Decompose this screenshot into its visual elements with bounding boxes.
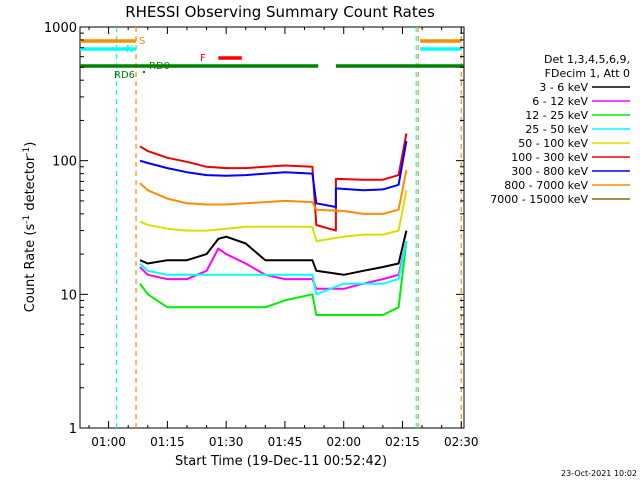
legend-entry-label: 50 - 100 keV [518,137,588,150]
y-axis-label-sup2: -1 [22,147,32,156]
series-lines [139,133,408,316]
rd6-marker [143,71,145,73]
x-tick-label: 01:15 [150,435,185,449]
series-line-3 [139,240,408,296]
legend-entry-label: 12 - 25 keV [525,109,588,122]
night-boundary-lines [115,27,462,428]
flag-label-rd6: RD6 [114,70,135,81]
y-axis-label: Count Rate (s-1 detector-1) [22,142,38,313]
y-axis-label-main: Count Rate (s [23,224,38,313]
x-tick-label: 02:30 [444,435,479,449]
series-line-4 [139,190,408,243]
x-tick-label: 01:00 [91,435,126,449]
series-line-2 [139,240,408,316]
series-line-5 [139,133,408,232]
x-axis-ticks: 01:00 01:15 01:30 01:45 02:00 02:15 02:30 [88,27,479,449]
y-tick-label: 1 [69,422,77,437]
series-line-0 [139,230,408,276]
flag-label-n: N [126,44,133,55]
x-tick-label: 02:15 [385,435,420,449]
x-tick-label: 02:00 [326,435,361,449]
plot-area-frame [79,26,465,429]
y-axis-label-mid: detector [23,155,38,215]
y-tick-label: 1000 [44,21,77,36]
date-stamp: 23-Oct-2021 10:02 [561,469,637,478]
chart-title: RHESSI Observing Summary Count Rates [125,3,435,21]
flag-label-f: F [200,53,206,64]
flag-label-s: S [139,36,145,47]
y-tick-label: 10 [60,288,77,303]
x-tick-label: 01:45 [268,435,303,449]
flag-bars [80,39,464,68]
legend-entry-label: 100 - 300 keV [511,151,588,164]
legend-entry-label: 25 - 50 keV [525,123,588,136]
flag-label-rd0: RD0 [149,61,170,72]
series-line-7 [139,169,408,215]
legend-entry-label: 800 - 7000 keV [504,179,588,192]
y-axis-label-end: ) [23,142,38,147]
legend-header-1: Det 1,3,4,5,6,9, [544,53,630,66]
legend-entry-label: 3 - 6 keV [539,81,588,94]
legend-entry-label: 300 - 800 keV [511,165,588,178]
legend-header-2: FDecim 1, Att 0 [545,67,630,80]
y-axis-ticks: 1 10 100 1000 [44,21,464,437]
legend: Det 1,3,4,5,6,9, FDecim 1, Att 0 3 - 6 k… [490,53,630,206]
legend-entry-label: 6 - 12 keV [532,95,588,108]
series-line-6 [139,140,408,208]
x-tick-label: 01:30 [209,435,244,449]
y-tick-label: 100 [52,155,77,170]
y-axis-label-sup1: -1 [22,215,32,224]
legend-entry-label: 7000 - 15000 keV [490,193,588,206]
x-axis-label: Start Time (19-Dec-11 00:52:42) [175,454,387,469]
